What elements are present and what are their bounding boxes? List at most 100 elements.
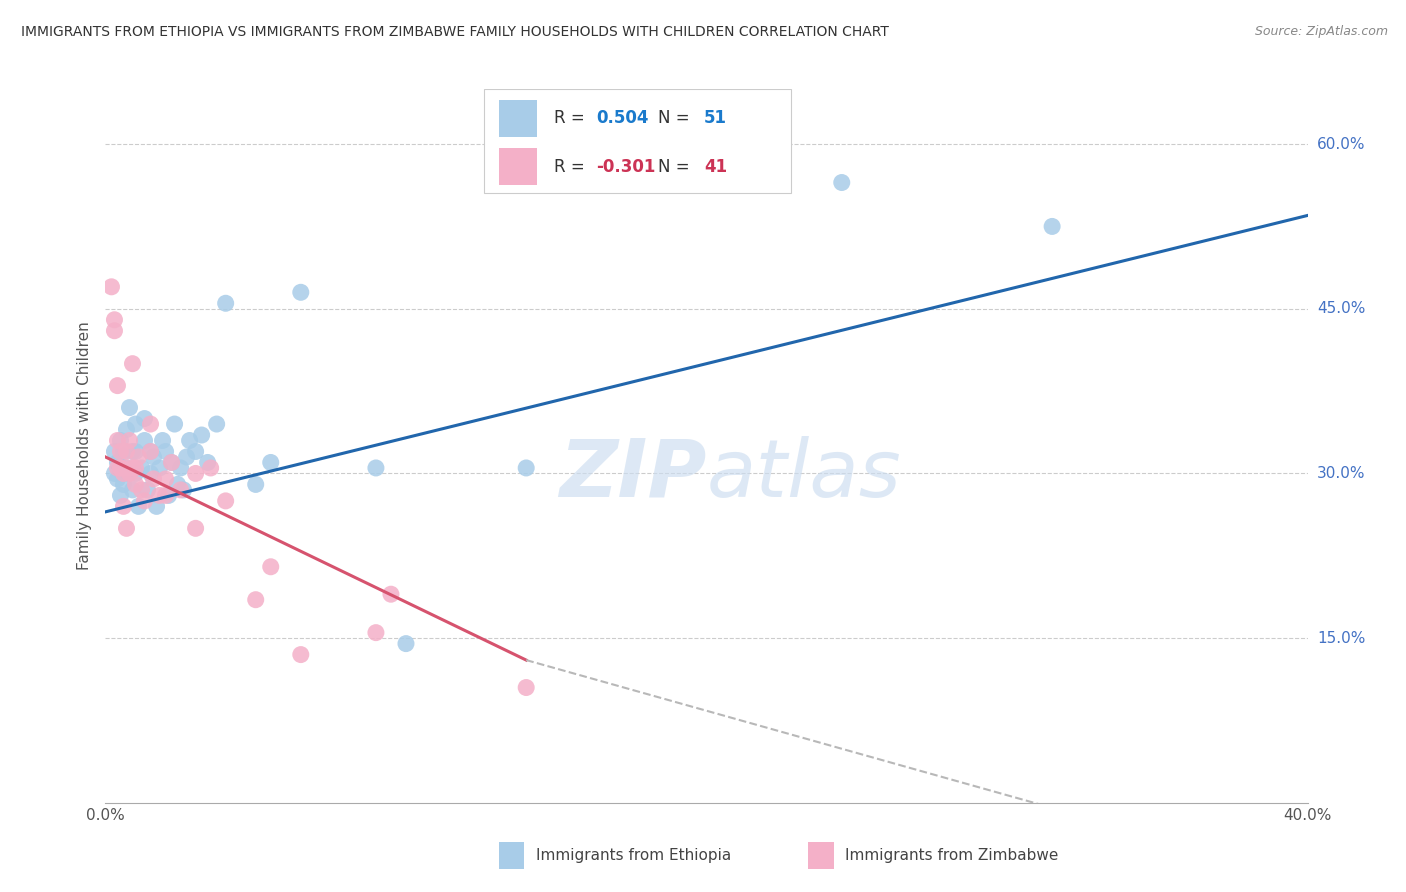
Point: [395, 637, 418, 651]
Text: ZIP: ZIP: [560, 435, 707, 514]
Point: [260, 559, 283, 574]
Point: [152, 434, 174, 448]
Point: [145, 500, 167, 514]
Point: [148, 488, 170, 502]
Point: [107, 472, 129, 486]
Point: [214, 296, 236, 310]
Point: [134, 434, 156, 448]
Point: [364, 461, 387, 475]
Point: [179, 434, 201, 448]
Text: 0.504: 0.504: [596, 109, 648, 128]
Point: [107, 434, 129, 448]
Point: [103, 467, 125, 481]
Text: atlas: atlas: [707, 435, 901, 514]
Point: [380, 587, 402, 601]
Point: [121, 483, 143, 497]
Point: [142, 472, 165, 486]
Point: [121, 461, 143, 475]
Text: Immigrants from Ethiopia: Immigrants from Ethiopia: [536, 848, 731, 863]
Point: [364, 625, 387, 640]
Point: [515, 681, 537, 695]
Point: [107, 461, 129, 475]
Point: [124, 461, 146, 475]
Point: [169, 461, 191, 475]
Point: [124, 417, 146, 431]
Point: [163, 417, 186, 431]
Point: [110, 488, 132, 502]
Point: [160, 455, 183, 469]
Point: [157, 488, 180, 502]
Point: [107, 455, 129, 469]
Point: [136, 483, 159, 497]
Text: R =: R =: [554, 158, 591, 176]
Point: [831, 176, 853, 190]
Text: 41: 41: [704, 158, 727, 176]
Point: [128, 500, 150, 514]
Point: [118, 467, 141, 481]
Point: [139, 467, 162, 481]
Point: [103, 324, 125, 338]
Text: -0.301: -0.301: [596, 158, 655, 176]
Point: [110, 461, 132, 475]
Point: [118, 434, 141, 448]
Point: [112, 477, 135, 491]
Point: [115, 461, 138, 475]
FancyBboxPatch shape: [484, 89, 790, 193]
Point: [200, 461, 222, 475]
Point: [124, 444, 146, 458]
Text: 60.0%: 60.0%: [1317, 136, 1365, 152]
Point: [205, 417, 228, 431]
Point: [197, 455, 219, 469]
Point: [128, 450, 150, 464]
Point: [107, 378, 129, 392]
Point: [103, 312, 125, 326]
Point: [118, 401, 141, 415]
Point: [260, 455, 283, 469]
Text: Immigrants from Zimbabwe: Immigrants from Zimbabwe: [845, 848, 1059, 863]
Point: [110, 461, 132, 475]
Point: [121, 357, 143, 371]
Point: [184, 444, 207, 458]
Point: [1040, 219, 1063, 234]
Text: 30.0%: 30.0%: [1317, 466, 1365, 481]
Text: 45.0%: 45.0%: [1317, 301, 1365, 317]
Text: N =: N =: [658, 158, 696, 176]
Point: [110, 444, 132, 458]
Point: [124, 477, 146, 491]
Point: [155, 472, 177, 486]
Text: IMMIGRANTS FROM ETHIOPIA VS IMMIGRANTS FROM ZIMBABWE FAMILY HOUSEHOLDS WITH CHIL: IMMIGRANTS FROM ETHIOPIA VS IMMIGRANTS F…: [21, 25, 889, 39]
Point: [124, 467, 146, 481]
Point: [214, 494, 236, 508]
Point: [121, 444, 143, 458]
Text: N =: N =: [658, 109, 696, 128]
Point: [184, 467, 207, 481]
Point: [155, 444, 177, 458]
FancyBboxPatch shape: [499, 148, 537, 186]
Point: [134, 411, 156, 425]
Point: [245, 592, 267, 607]
Point: [176, 450, 198, 464]
Point: [115, 444, 138, 458]
Text: Source: ZipAtlas.com: Source: ZipAtlas.com: [1254, 25, 1388, 38]
Point: [118, 467, 141, 481]
Point: [290, 648, 312, 662]
Y-axis label: Family Households with Children: Family Households with Children: [77, 322, 93, 570]
Point: [115, 461, 138, 475]
Point: [142, 450, 165, 464]
Point: [139, 444, 162, 458]
Point: [112, 467, 135, 481]
Point: [110, 461, 132, 475]
Point: [139, 417, 162, 431]
Point: [112, 500, 135, 514]
Point: [139, 444, 162, 458]
Point: [103, 444, 125, 458]
Point: [148, 461, 170, 475]
Point: [290, 285, 312, 300]
Point: [100, 280, 122, 294]
Point: [131, 483, 153, 497]
Point: [115, 423, 138, 437]
Point: [184, 521, 207, 535]
Text: 51: 51: [704, 109, 727, 128]
Point: [515, 461, 537, 475]
Point: [112, 444, 135, 458]
